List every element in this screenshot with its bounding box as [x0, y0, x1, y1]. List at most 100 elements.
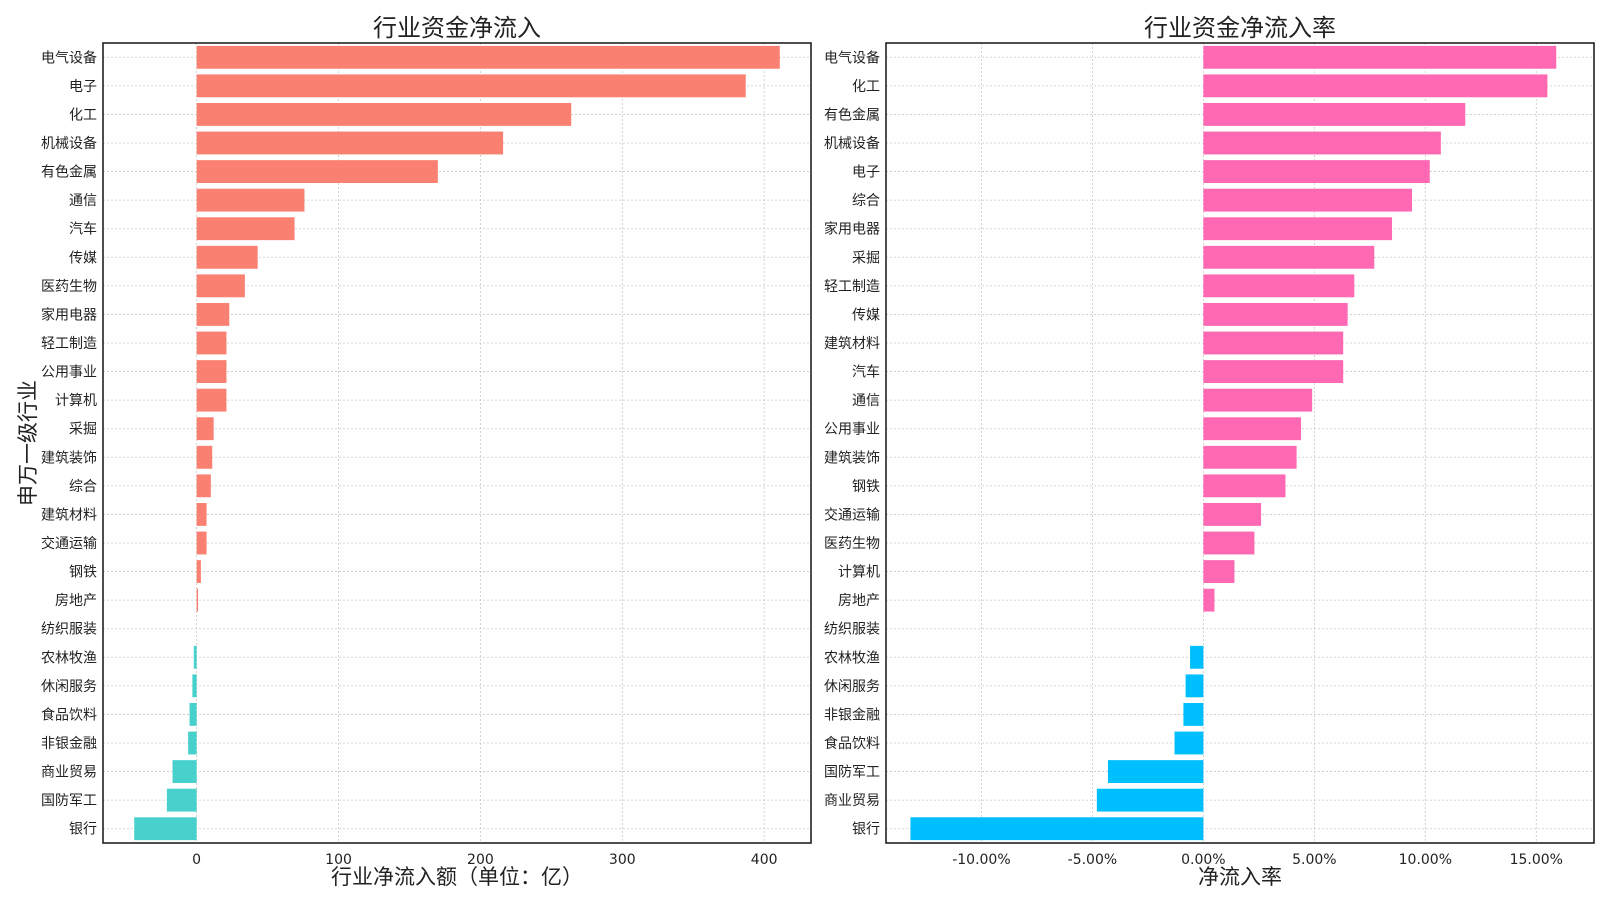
right-chart-bar-4 [1203, 132, 1440, 155]
left-chart-category-label: 休闲服务 [41, 679, 97, 695]
right-chart-category-label: 传媒 [852, 307, 880, 323]
right-chart-bar-26 [1108, 760, 1203, 783]
right-chart-category-label: 机械设备 [824, 135, 880, 152]
left-chart-x-tick-label: 400 [751, 852, 778, 868]
left-chart-category-label: 商业贸易 [41, 765, 97, 781]
left-chart-bar-7 [197, 217, 295, 240]
right-chart-bar-25 [1175, 732, 1204, 755]
left-chart-bar-24 [190, 703, 197, 726]
left-chart-bar-9 [197, 274, 245, 297]
left-chart-category-label: 电气设备 [41, 49, 97, 66]
right-chart-bar-17 [1203, 503, 1261, 526]
left-chart-category-label: 公用事业 [41, 365, 97, 381]
left-chart-category-label: 综合 [69, 479, 97, 495]
right-chart-bar-6 [1203, 189, 1412, 212]
left-chart-bar-8 [197, 246, 258, 269]
right-chart-x-tick-label: 10.00% [1399, 852, 1452, 868]
right-chart-bar-9 [1203, 274, 1354, 297]
right-chart-bar-7 [1203, 217, 1392, 240]
left-chart-bar-10 [197, 303, 230, 326]
left-chart-category-label: 传媒 [69, 250, 97, 266]
right-chart-category-label: 农林牧渔 [824, 650, 880, 666]
left-chart-bar-17 [197, 503, 207, 526]
left-chart-category-label: 食品饮料 [41, 706, 97, 723]
right-chart-category-label: 食品饮料 [824, 735, 880, 752]
right-chart-panel: 电气设备化工有色金属机械设备电子综合家用电器采掘轻工制造传媒建筑材料汽车通信公用… [824, 14, 1594, 889]
left-chart-bars [134, 46, 780, 840]
left-chart-bar-2 [197, 74, 746, 97]
right-chart-bar-20 [1203, 589, 1214, 612]
right-chart-category-label: 汽车 [852, 364, 880, 381]
left-chart-category-label: 家用电器 [41, 306, 97, 323]
right-chart-bar-23 [1186, 674, 1204, 697]
right-chart-title: 行业资金净流入率 [1144, 14, 1336, 42]
right-chart-category-label: 银行 [852, 822, 880, 838]
right-chart-category-label: 休闲服务 [824, 679, 880, 695]
right-chart-category-label: 建筑材料 [824, 336, 880, 352]
right-chart-category-label: 交通运输 [824, 506, 880, 523]
right-chart-category-label: 钢铁 [852, 479, 880, 495]
left-chart-category-label: 农林牧渔 [41, 650, 97, 666]
right-chart-category-labels: 电气设备化工有色金属机械设备电子综合家用电器采掘轻工制造传媒建筑材料汽车通信公用… [824, 49, 880, 837]
right-chart-x-tick-label: -10.00% [952, 852, 1010, 868]
left-chart-x-tick-label: 0 [192, 852, 201, 868]
right-chart-category-label: 电气设备 [824, 49, 880, 66]
left-chart-bar-6 [197, 189, 305, 212]
left-chart-bar-4 [197, 132, 503, 155]
left-chart-category-label: 银行 [69, 822, 97, 838]
left-chart-category-label: 非银金融 [41, 736, 97, 752]
right-chart-bars [910, 46, 1556, 840]
right-chart-bar-5 [1203, 160, 1429, 183]
left-chart-category-label: 轻工制造 [41, 336, 97, 352]
left-chart-bar-14 [197, 417, 214, 440]
right-chart-bar-12 [1203, 360, 1343, 383]
right-chart-x-tick-label: 5.00% [1292, 852, 1336, 868]
left-chart-category-label: 采掘 [69, 422, 97, 438]
right-chart-bar-11 [1203, 332, 1343, 355]
right-chart-x-tick-label: -5.00% [1068, 852, 1118, 868]
left-chart-bar-15 [197, 446, 213, 469]
left-chart-category-label: 纺织服装 [41, 622, 97, 638]
right-chart-category-label: 医药生物 [824, 536, 880, 552]
left-chart-bar-13 [197, 389, 227, 412]
left-chart-x-tick-label: 300 [609, 852, 636, 868]
right-chart-bar-3 [1203, 103, 1465, 126]
right-chart-category-label: 房地产 [838, 593, 880, 609]
right-chart-x-tick-label: 15.00% [1510, 852, 1563, 868]
left-chart-bar-11 [197, 332, 227, 355]
right-chart-category-label: 商业贸易 [824, 793, 880, 809]
left-chart-category-label: 交通运输 [41, 535, 97, 552]
right-chart-bar-24 [1183, 703, 1203, 726]
left-chart-bar-28 [134, 817, 196, 840]
left-chart-category-label: 建筑材料 [41, 507, 97, 523]
left-chart-x-axis-label: 行业净流入额（单位：亿） [331, 865, 583, 889]
left-chart-bar-5 [197, 160, 438, 183]
right-chart-category-label: 纺织服装 [824, 622, 880, 638]
left-chart-category-label: 汽车 [69, 221, 97, 238]
left-chart-category-label: 通信 [69, 193, 97, 209]
right-chart-category-label: 计算机 [838, 565, 880, 581]
left-chart-category-label: 电子 [69, 79, 97, 95]
left-chart-bar-18 [197, 532, 207, 555]
left-chart-bar-3 [197, 103, 572, 126]
left-chart-category-label: 计算机 [55, 393, 97, 409]
left-chart-bar-1 [197, 46, 780, 69]
right-chart-category-label: 综合 [852, 193, 880, 209]
right-chart-category-label: 电子 [852, 165, 880, 181]
left-chart-category-label: 化工 [69, 107, 97, 123]
right-chart-category-label: 采掘 [852, 250, 880, 266]
right-chart-category-label: 家用电器 [824, 221, 880, 238]
left-chart-category-label: 医药生物 [41, 279, 97, 295]
right-chart-bar-15 [1203, 446, 1296, 469]
left-chart-bar-12 [197, 360, 227, 383]
left-chart-category-labels: 电气设备电子化工机械设备有色金属通信汽车传媒医药生物家用电器轻工制造公用事业计算… [41, 49, 97, 837]
left-chart-bar-16 [197, 474, 211, 497]
right-chart-bar-1 [1203, 46, 1556, 69]
right-chart-bar-19 [1203, 560, 1234, 583]
left-chart-category-label: 建筑装饰 [41, 450, 97, 466]
right-chart-category-label: 建筑装饰 [824, 450, 880, 466]
right-chart-bar-10 [1203, 303, 1347, 326]
right-chart-bar-16 [1203, 474, 1285, 497]
left-chart-bar-19 [197, 560, 201, 583]
